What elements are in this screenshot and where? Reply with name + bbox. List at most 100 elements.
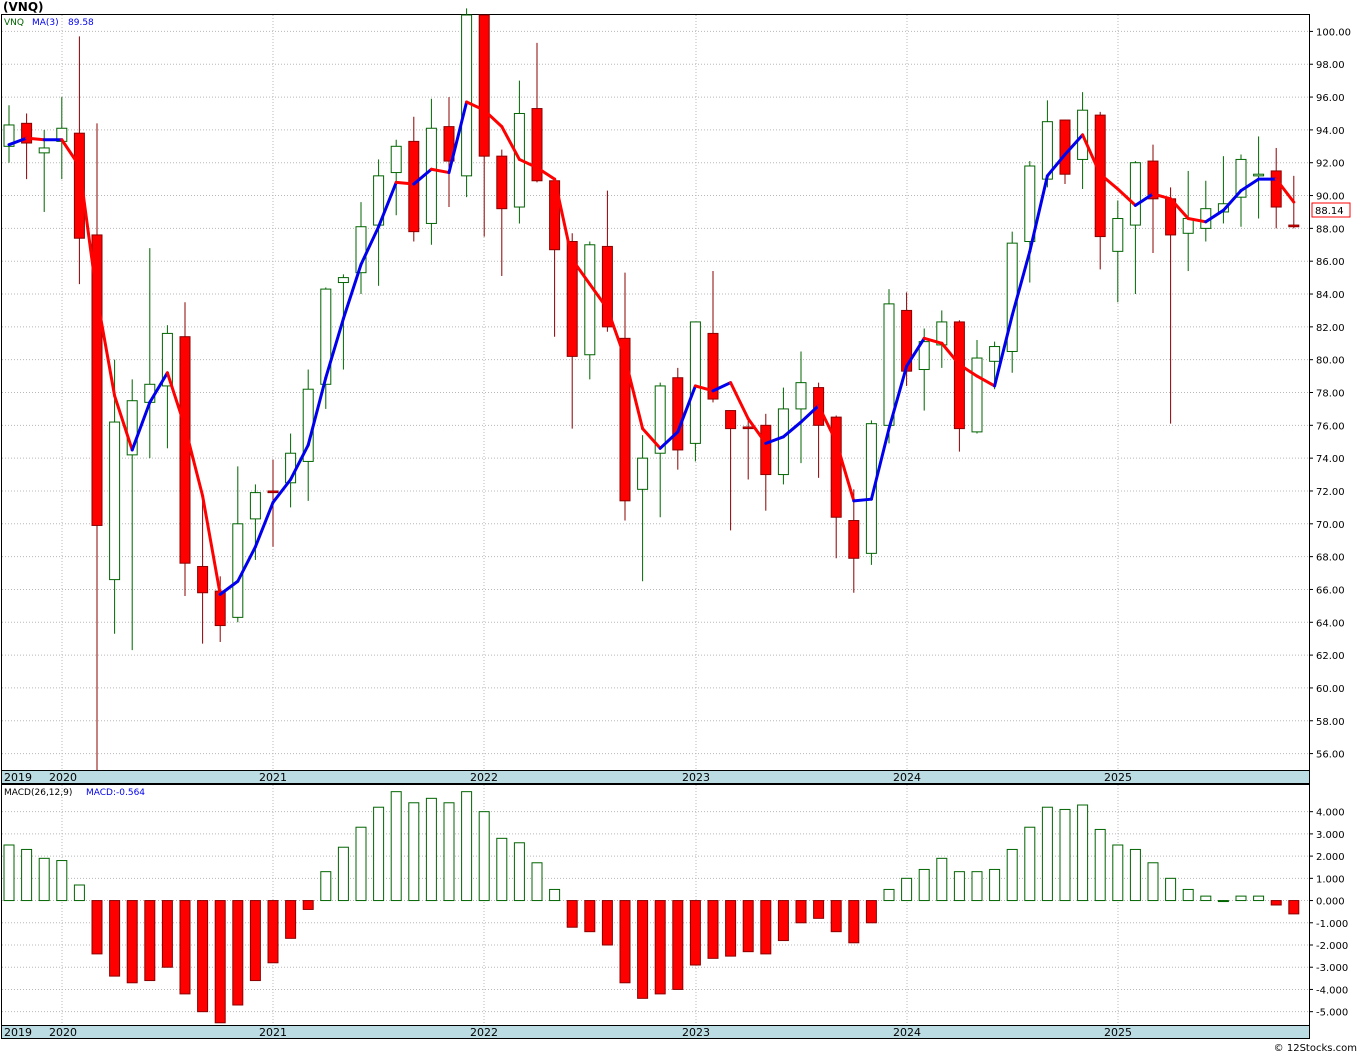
ma-segment [447, 100, 469, 175]
price-legend-symbol: VNQ [4, 18, 24, 28]
ma-segment [676, 384, 697, 434]
ma-segment [218, 579, 240, 596]
macd-bar-positive [1024, 826, 1036, 902]
price-tick-label: 74.00 [1316, 454, 1345, 465]
ma-segment [957, 363, 979, 378]
candle [320, 287, 332, 409]
macd-bar-positive [73, 884, 85, 902]
candle-body-up [1024, 165, 1036, 242]
ma-segment [429, 167, 451, 175]
ma-segment [905, 336, 926, 368]
ma-segment [535, 166, 557, 181]
price-tick-label: 84.00 [1316, 290, 1345, 301]
candle [73, 36, 85, 285]
candle-body-up [1182, 218, 1194, 234]
price-tick-label: 88.00 [1316, 224, 1345, 235]
ma-segment [1186, 217, 1208, 224]
macd-bar-positive [1235, 895, 1247, 902]
price-tick-label: 72.00 [1316, 487, 1345, 498]
candle-body-down [267, 490, 279, 494]
macd-bar-positive [1112, 844, 1124, 902]
candle-body-up [1253, 173, 1265, 177]
candle-body-up [390, 145, 402, 174]
ma-segment [658, 430, 680, 450]
chart-title: (VNQ) [3, 0, 44, 14]
price-x-label: 2020 [49, 771, 77, 784]
price-y-axis: 56.00 58.00 60.00 62.00 64.00 66.00 68.00 70.00… [1309, 27, 1351, 761]
macd-x-labels: 2019 2020 2021 2022 2023 2024 2025 [4, 1026, 1132, 1039]
price-tick-label: 66.00 [1316, 585, 1345, 596]
macd-bar-negative [707, 900, 719, 959]
candle [953, 320, 965, 452]
macd-bar-positive [478, 811, 490, 902]
ma-segment [148, 371, 169, 404]
ma-segment [465, 100, 486, 112]
candle-body-up [3, 124, 15, 147]
price-tick-label: 70.00 [1316, 520, 1345, 531]
candle-body-up [654, 385, 666, 454]
macd-bar-positive [531, 862, 543, 902]
candle-body-down [478, 14, 490, 157]
candle-body-down [760, 424, 772, 476]
macd-x-label: 2023 [682, 1026, 710, 1039]
candle [566, 233, 578, 429]
candle [1129, 161, 1141, 295]
ma-segment [887, 364, 909, 431]
candle-body-down [179, 336, 191, 564]
macd-bar-negative [285, 900, 297, 939]
candle [848, 489, 860, 593]
ma-segment [1169, 197, 1190, 221]
macd-tick-label: -3.000 [1316, 963, 1348, 974]
macd-bar-negative [232, 900, 244, 1006]
candle-body-up [355, 226, 367, 274]
macd-x-label: 2020 [49, 1026, 77, 1039]
macd-bar-negative [742, 900, 754, 953]
macd-x-label: 2025 [1104, 1026, 1132, 1039]
ma-segment [201, 494, 222, 596]
candle [38, 129, 50, 212]
candle-body-up [109, 421, 121, 581]
price-x-labels: 2019 2020 2021 2022 2023 2024 2025 [4, 771, 1132, 784]
candle [443, 97, 455, 208]
macd-bar-positive [355, 826, 367, 902]
ma-segment [25, 136, 46, 142]
watermark: © 12Stocks.com [1274, 1043, 1357, 1054]
ma-segment [588, 282, 609, 311]
candle-body-down [601, 245, 613, 328]
macd-bar-positive [1165, 877, 1177, 902]
macd-bar-positive [443, 802, 455, 902]
price-tick-label: 100.00 [1316, 27, 1351, 38]
ma-segment [253, 500, 275, 549]
macd-bar-positive [883, 888, 895, 902]
candle-body-down [953, 321, 965, 430]
ma-segment [1081, 133, 1102, 176]
macd-bar-positive [496, 837, 508, 902]
candle [795, 351, 807, 464]
candle [197, 499, 209, 644]
macd-bar-positive [1059, 808, 1071, 902]
ma-segment [1151, 192, 1173, 201]
candle-body-up [883, 303, 895, 426]
candle-body-up [777, 408, 789, 476]
macd-bar-negative [777, 900, 789, 942]
macd-bar-negative [91, 900, 103, 955]
price-x-label: 2019 [4, 771, 32, 784]
candle [408, 116, 420, 242]
candle-body-up [584, 244, 596, 356]
macd-bar-positive [461, 791, 473, 902]
candle-body-down [531, 108, 543, 182]
candle-body-up [232, 523, 244, 618]
price-tick-label: 68.00 [1316, 553, 1345, 564]
macd-bar-positive [1094, 828, 1106, 902]
macd-bar-negative [654, 900, 666, 995]
price-tick-label: 76.00 [1316, 421, 1345, 432]
ma-segment [641, 427, 662, 450]
macd-bar-positive [1077, 804, 1089, 902]
price-tick-label: 60.00 [1316, 684, 1345, 695]
price-x-label: 2023 [682, 771, 710, 784]
candle [918, 328, 930, 411]
ma-segment [183, 425, 205, 498]
macd-tick-label: -5.000 [1316, 1008, 1348, 1019]
candle [584, 241, 596, 380]
candle [478, 14, 490, 237]
